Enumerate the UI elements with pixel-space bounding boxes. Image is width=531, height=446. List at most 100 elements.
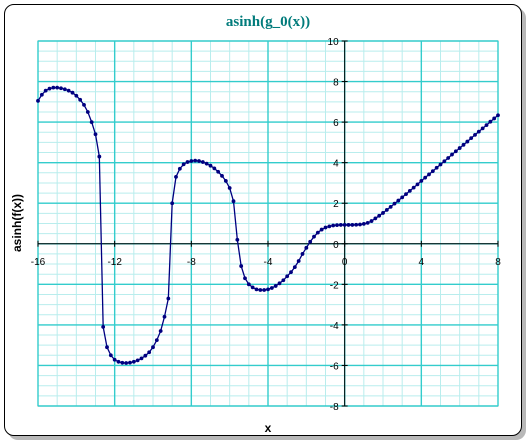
data-point xyxy=(465,139,470,144)
data-point xyxy=(292,265,297,269)
data-point xyxy=(285,274,290,279)
data-point xyxy=(51,85,56,90)
data-point xyxy=(231,199,236,204)
data-point xyxy=(154,338,159,342)
x-tick-label: 8 xyxy=(495,257,501,268)
data-point xyxy=(277,281,282,286)
data-point xyxy=(373,216,378,221)
data-point xyxy=(143,353,148,358)
data-point xyxy=(273,284,278,288)
data-point xyxy=(151,345,155,350)
data-point xyxy=(434,165,439,170)
data-point xyxy=(174,174,178,179)
data-point xyxy=(396,198,401,203)
data-point xyxy=(177,166,182,171)
axis-ticks xyxy=(37,40,499,407)
x-tick-label: 4 xyxy=(419,257,425,268)
data-point xyxy=(469,136,474,141)
y-tick-label: 2 xyxy=(333,199,339,210)
data-point xyxy=(128,360,132,365)
x-tick-label: 0 xyxy=(342,257,348,268)
data-point xyxy=(89,120,94,125)
chart-title: asinh(g_0(x)) xyxy=(226,14,310,30)
data-point xyxy=(327,224,332,229)
data-point xyxy=(369,219,374,223)
data-point xyxy=(82,102,86,107)
data-point xyxy=(312,234,316,239)
y-tick-label: 4 xyxy=(333,159,339,170)
x-tick-label: -16 xyxy=(31,257,46,268)
data-point xyxy=(281,278,286,283)
data-point xyxy=(185,160,190,164)
data-point xyxy=(400,195,405,200)
data-point xyxy=(66,88,71,93)
data-point xyxy=(197,159,201,163)
major-grid xyxy=(37,40,499,407)
data-point xyxy=(158,329,163,333)
data-point xyxy=(384,208,389,212)
y-tick-label: -6 xyxy=(330,361,339,372)
data-point xyxy=(289,270,293,275)
data-point xyxy=(262,288,267,292)
data-point xyxy=(377,213,382,218)
data-point xyxy=(442,159,447,164)
data-point xyxy=(323,225,328,230)
data-point xyxy=(319,227,324,232)
data-point xyxy=(388,204,393,209)
data-point xyxy=(308,239,313,244)
data-point xyxy=(147,350,152,355)
data-point xyxy=(258,288,263,292)
data-point xyxy=(266,287,270,292)
x-tick-labels: -16 -12 -8 -4 0 4 8 xyxy=(31,257,501,268)
data-point xyxy=(112,357,117,362)
data-point xyxy=(189,159,194,163)
y-tick-label: -4 xyxy=(330,321,339,332)
data-point xyxy=(166,296,171,301)
x-tick-label: -12 xyxy=(107,257,122,268)
y-tick-label: -2 xyxy=(330,280,339,291)
data-point xyxy=(200,160,205,164)
data-point xyxy=(419,179,424,183)
y-tick-label: 0 xyxy=(333,240,339,251)
data-point xyxy=(59,86,63,91)
data-point xyxy=(170,201,175,206)
data-point xyxy=(480,126,485,131)
y-tick-label: 8 xyxy=(333,78,339,89)
data-point xyxy=(415,182,420,187)
data-point xyxy=(342,223,347,227)
data-point xyxy=(427,172,431,177)
data-point xyxy=(346,223,351,227)
data-point xyxy=(78,97,83,102)
data-point xyxy=(243,276,247,281)
data-point xyxy=(335,223,339,228)
data-point xyxy=(97,154,102,159)
data-point xyxy=(361,222,366,226)
data-point xyxy=(438,162,443,167)
data-point xyxy=(423,175,428,180)
data-point xyxy=(457,146,462,150)
data-point xyxy=(430,169,435,174)
data-point xyxy=(139,356,144,361)
data-point xyxy=(461,142,466,147)
data-point xyxy=(135,358,140,363)
x-axis-title: x xyxy=(265,421,272,435)
data-point xyxy=(70,90,75,95)
series-group xyxy=(36,85,500,365)
data-point xyxy=(315,230,320,235)
data-point xyxy=(62,87,67,92)
data-point xyxy=(300,252,305,256)
data-point xyxy=(39,92,44,97)
data-point xyxy=(246,282,251,287)
y-tick-label: -8 xyxy=(330,402,339,413)
data-point xyxy=(227,186,232,190)
data-point xyxy=(108,353,113,358)
data-point xyxy=(131,359,136,364)
data-point xyxy=(193,158,198,163)
y-tick-label: 6 xyxy=(333,118,339,129)
data-point xyxy=(47,86,52,91)
y-tick-labels: -8 -6 -4 -2 0 2 4 6 8 10 xyxy=(328,37,340,413)
data-point xyxy=(492,116,497,121)
data-point xyxy=(181,162,186,167)
data-point xyxy=(124,361,129,365)
